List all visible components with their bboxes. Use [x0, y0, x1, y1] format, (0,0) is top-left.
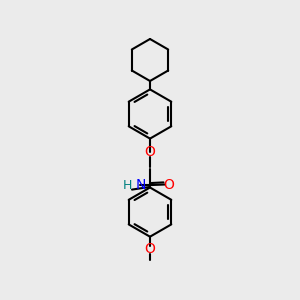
- Text: O: O: [145, 145, 155, 159]
- Text: O: O: [145, 242, 155, 256]
- Text: H: H: [123, 178, 132, 192]
- Text: O: O: [163, 178, 174, 192]
- Text: N: N: [136, 178, 146, 192]
